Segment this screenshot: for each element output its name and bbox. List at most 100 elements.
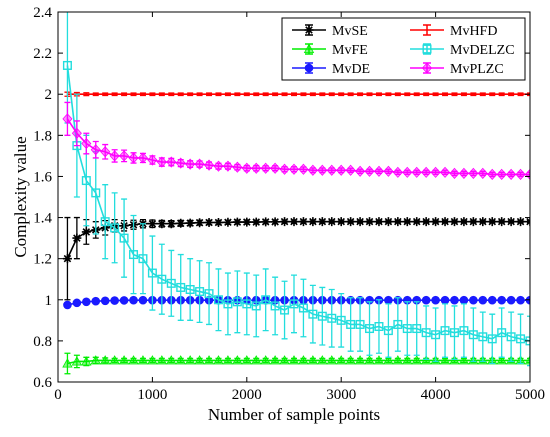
data-point (364, 355, 375, 365)
error-bar (64, 101, 71, 136)
data-point (91, 188, 101, 198)
data-point (195, 287, 205, 297)
data-point (71, 356, 83, 366)
y-tick-label: 1.8 (33, 128, 52, 144)
data-point (289, 217, 299, 227)
data-point (251, 217, 261, 227)
legend-swatch (410, 43, 444, 55)
data-point (280, 217, 290, 227)
data-point (354, 355, 366, 365)
data-point (308, 309, 318, 319)
error-bar (527, 357, 530, 364)
data-point (431, 295, 440, 305)
data-point (176, 218, 186, 228)
data-point (232, 355, 243, 365)
data-point (242, 299, 252, 309)
data-point (450, 295, 459, 305)
data-point (232, 297, 242, 307)
data-point (81, 227, 91, 237)
data-point (288, 355, 300, 365)
legend-swatch (410, 24, 444, 36)
data-point (421, 166, 432, 178)
data-point (430, 166, 441, 178)
data-point (298, 303, 308, 313)
data-point (440, 295, 450, 305)
x-tick-label: 1000 (137, 387, 167, 403)
data-point (232, 161, 243, 173)
data-point (137, 152, 148, 164)
data-point (440, 326, 450, 336)
data-point (326, 355, 337, 365)
data-point (327, 313, 337, 323)
series-mvdelzc (62, 12, 530, 367)
data-point (138, 295, 148, 305)
data-point (157, 219, 167, 229)
data-point (440, 217, 450, 227)
data-point (156, 355, 168, 365)
y-tick-label: 1 (45, 293, 53, 309)
data-point (524, 355, 530, 365)
data-point (242, 217, 252, 227)
data-point (506, 217, 516, 227)
data-point (176, 282, 186, 292)
data-point (327, 217, 337, 227)
data-point (364, 165, 375, 177)
legend-item-mvfe: MvFE (292, 43, 368, 58)
data-point (298, 163, 309, 175)
data-point (459, 217, 469, 227)
y-axis-label: Complexity value (11, 136, 30, 257)
data-point (203, 355, 215, 365)
data-point (82, 297, 91, 307)
data-point (421, 217, 431, 227)
data-point (213, 295, 223, 305)
data-point (459, 326, 469, 336)
data-point (223, 217, 233, 227)
data-point (260, 355, 271, 365)
data-point (469, 295, 478, 305)
data-point (355, 319, 365, 329)
data-point (129, 250, 139, 260)
data-point (129, 295, 138, 305)
legend-marker (422, 44, 432, 54)
data-point (298, 355, 309, 365)
data-point (383, 326, 393, 336)
data-point (336, 315, 346, 325)
data-point (307, 355, 319, 365)
series-mvde (63, 295, 530, 310)
data-point (402, 355, 413, 365)
data-point (138, 254, 148, 264)
data-point (496, 168, 507, 180)
legend-label: MvSE (332, 24, 368, 39)
data-point (260, 162, 271, 174)
data-point (449, 217, 459, 227)
legend-marker (303, 43, 315, 53)
series-line-mvplzc (66, 118, 530, 176)
data-point (157, 274, 167, 284)
data-point (109, 355, 120, 365)
data-point (62, 254, 72, 264)
error-bar (527, 92, 530, 97)
data-point (280, 305, 290, 315)
data-point (109, 150, 120, 162)
data-point (147, 268, 157, 278)
data-point (478, 332, 488, 342)
data-point (393, 217, 403, 227)
error-bars-mvplzc (64, 101, 530, 178)
data-point (373, 165, 384, 177)
data-point (213, 217, 223, 227)
data-point (487, 168, 498, 180)
data-point (204, 289, 214, 299)
y-tick-label: 1.4 (33, 211, 52, 227)
data-point (222, 355, 234, 365)
data-point (100, 146, 111, 158)
legend-marker (304, 63, 314, 73)
data-point (194, 158, 205, 170)
data-point (383, 165, 394, 177)
data-point (81, 356, 92, 366)
data-point (374, 217, 384, 227)
legend-label: MvDE (332, 62, 370, 77)
data-point (346, 217, 356, 227)
data-point (412, 217, 422, 227)
data-point (185, 285, 195, 295)
data-point (355, 217, 365, 227)
